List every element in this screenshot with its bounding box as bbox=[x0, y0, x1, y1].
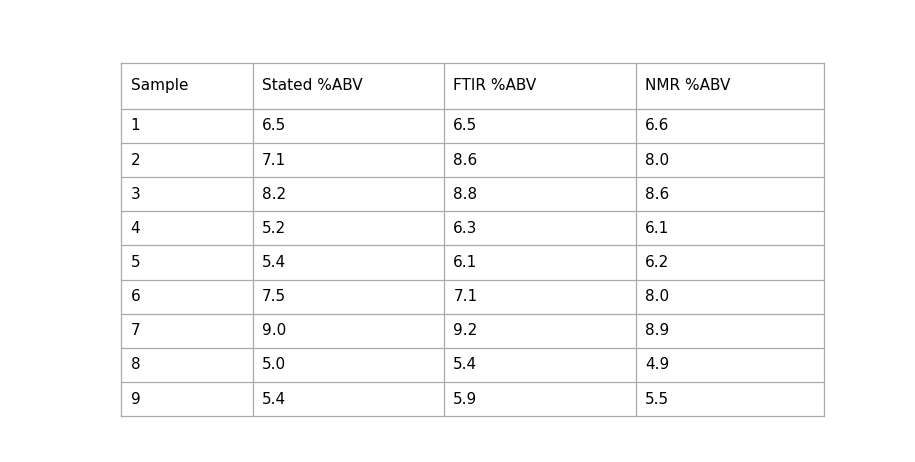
Text: 4.9: 4.9 bbox=[645, 358, 669, 372]
Text: 5.4: 5.4 bbox=[262, 392, 286, 407]
Text: 3: 3 bbox=[131, 187, 140, 202]
Text: 6: 6 bbox=[131, 289, 140, 304]
Text: Stated %ABV: Stated %ABV bbox=[262, 78, 362, 93]
Text: 8.0: 8.0 bbox=[645, 152, 669, 168]
Text: 5.2: 5.2 bbox=[262, 221, 286, 236]
Text: 8.6: 8.6 bbox=[645, 187, 669, 202]
Text: 6.1: 6.1 bbox=[453, 255, 478, 270]
Text: 7.1: 7.1 bbox=[453, 289, 478, 304]
Text: 6.6: 6.6 bbox=[645, 118, 669, 134]
Text: 8.0: 8.0 bbox=[645, 289, 669, 304]
Text: 7.5: 7.5 bbox=[262, 289, 286, 304]
Text: 7: 7 bbox=[131, 323, 140, 338]
Text: 9: 9 bbox=[131, 392, 140, 407]
Text: 5.5: 5.5 bbox=[645, 392, 669, 407]
Text: 9.2: 9.2 bbox=[453, 323, 478, 338]
Text: NMR %ABV: NMR %ABV bbox=[645, 78, 730, 93]
Text: 8: 8 bbox=[131, 358, 140, 372]
Text: 4: 4 bbox=[131, 221, 140, 236]
Text: 8.8: 8.8 bbox=[453, 187, 478, 202]
Text: 8.9: 8.9 bbox=[645, 323, 669, 338]
Text: Sample: Sample bbox=[131, 78, 188, 93]
Text: 6.5: 6.5 bbox=[453, 118, 478, 134]
Text: 5: 5 bbox=[131, 255, 140, 270]
Text: 6.3: 6.3 bbox=[453, 221, 478, 236]
Text: 6.1: 6.1 bbox=[645, 221, 669, 236]
Text: 1: 1 bbox=[131, 118, 140, 134]
Text: 8.6: 8.6 bbox=[453, 152, 478, 168]
Text: 6.2: 6.2 bbox=[645, 255, 669, 270]
Text: 8.2: 8.2 bbox=[262, 187, 286, 202]
Text: 2: 2 bbox=[131, 152, 140, 168]
Text: 5.4: 5.4 bbox=[262, 255, 286, 270]
Text: 7.1: 7.1 bbox=[262, 152, 286, 168]
Text: 5.9: 5.9 bbox=[453, 392, 478, 407]
Text: 5.4: 5.4 bbox=[453, 358, 478, 372]
Text: 9.0: 9.0 bbox=[262, 323, 286, 338]
Text: 6.5: 6.5 bbox=[262, 118, 286, 134]
Text: 5.0: 5.0 bbox=[262, 358, 286, 372]
Text: FTIR %ABV: FTIR %ABV bbox=[453, 78, 536, 93]
